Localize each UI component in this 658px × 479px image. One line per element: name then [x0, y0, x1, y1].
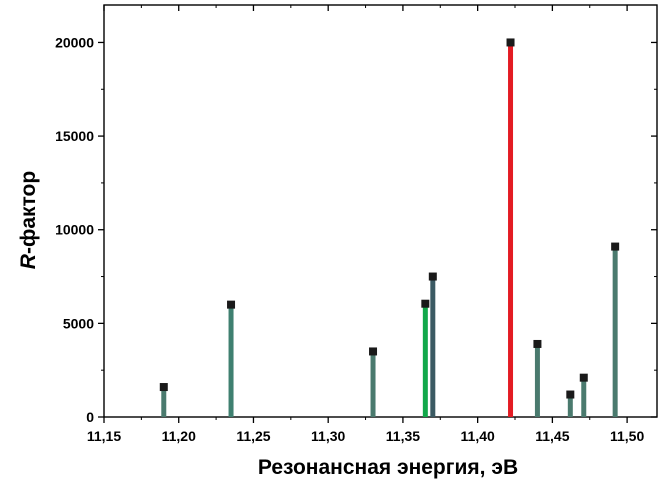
- bar-marker-6: [506, 38, 515, 47]
- bar-marker-8: [566, 390, 575, 399]
- bar-marker-1: [159, 383, 168, 392]
- bar-marker-4: [421, 299, 430, 308]
- plot-frame: [103, 4, 658, 418]
- bar-marker-9: [579, 373, 588, 382]
- axes: [103, 4, 658, 418]
- bar-marker-2: [227, 300, 236, 309]
- x-tick-label: 11,25: [236, 428, 270, 444]
- y-axis-title: R-фактор: [17, 171, 40, 269]
- y-tick-label: 10000: [55, 222, 94, 238]
- bar-marker-10: [611, 242, 620, 251]
- y-tick-label: 5000: [63, 315, 94, 331]
- y-tick-label: 15000: [55, 128, 94, 144]
- x-tick-label: 11,30: [311, 428, 345, 444]
- bar-marker-5: [428, 272, 437, 281]
- x-axis-title: Резонансная энергия, эВ: [258, 456, 518, 479]
- bars: [159, 38, 620, 417]
- bar-marker-7: [533, 339, 542, 348]
- x-tick-label: 11,45: [535, 428, 569, 444]
- x-tick-label: 11,40: [461, 428, 495, 444]
- y-tick-label: 20000: [55, 34, 94, 50]
- x-tick-label: 11,15: [87, 428, 121, 444]
- x-tick-label: 11,35: [386, 428, 420, 444]
- y-axis-title-italic: R: [17, 253, 40, 269]
- y-tick-label: 0: [86, 409, 94, 425]
- ticks: 11,15 11,20 11,25 11,30 11,35 11,40 11,45 11,50…: [55, 5, 657, 444]
- x-tick-label: 11,20: [162, 428, 196, 444]
- bar-marker-3: [369, 347, 378, 356]
- x-tick-label: 11,50: [610, 428, 644, 444]
- y-axis-title-rest: -фактор: [17, 171, 40, 254]
